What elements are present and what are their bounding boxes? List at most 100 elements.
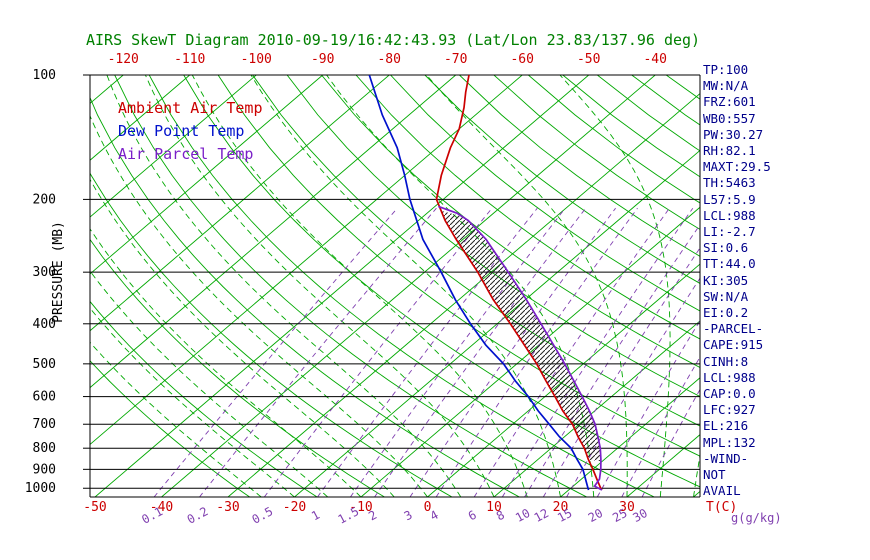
isotherm-0 bbox=[427, 263, 700, 497]
stat-line: LCL:988 bbox=[703, 207, 756, 223]
stat-line: LCL:988 bbox=[703, 369, 756, 385]
mixing-ratio-3 bbox=[409, 207, 616, 497]
mixing-ratio-label: 20 bbox=[586, 506, 605, 525]
mixing-ratio-label: 0.2 bbox=[185, 504, 211, 527]
moist-adiabat-10 bbox=[144, 75, 495, 497]
isotherm-20 bbox=[560, 377, 700, 497]
moist-adiabat--5 bbox=[90, 178, 395, 497]
dry-adiabat-313 bbox=[183, 75, 700, 488]
stat-line: -PARCEL- bbox=[703, 321, 764, 337]
stat-line: WB0:557 bbox=[703, 110, 756, 126]
mixing-ratio-label: 25 bbox=[610, 506, 629, 525]
mixing-ratio-15 bbox=[566, 277, 700, 497]
pressure-tick-label: 200 bbox=[33, 192, 56, 207]
bottom-axis-label: 20 bbox=[553, 500, 569, 515]
mixing-ratio-12 bbox=[542, 247, 700, 497]
moist-adiabat-30 bbox=[426, 75, 628, 497]
mixing-ratio-label: 15 bbox=[555, 506, 574, 525]
isotherm--100 bbox=[90, 75, 257, 218]
mixing-ratio-label: 30 bbox=[631, 506, 650, 525]
curve-air-parcel-temp bbox=[438, 205, 603, 491]
dry-adiabat-303 bbox=[148, 75, 655, 497]
stat-line: SI:0.6 bbox=[703, 240, 749, 256]
stat-line: -WIND- bbox=[703, 450, 749, 466]
stats-panel: TP:100 MW:N/A FRZ:601 WB0:557 PW:30.27 RH:82.… bbox=[703, 62, 771, 499]
moist-adiabat-0 bbox=[90, 114, 428, 497]
mixing-ratio-0.1 bbox=[153, 207, 398, 497]
bottom-axis-label: -30 bbox=[216, 500, 239, 515]
pressure-tick-label: 500 bbox=[33, 357, 56, 372]
dry-adiabat-293 bbox=[114, 75, 588, 497]
mixing-ratio-label: 3 bbox=[402, 508, 415, 524]
stat-line: MPL:132 bbox=[703, 434, 756, 450]
isotherm--20 bbox=[294, 149, 700, 497]
mixing-ratio-label: 6 bbox=[466, 508, 479, 524]
cape-hatch-area bbox=[441, 210, 601, 462]
stat-line: SW:N/A bbox=[703, 288, 749, 304]
isotherm--130 bbox=[0, 75, 57, 497]
mixing-ratio-label: 10 bbox=[513, 506, 532, 525]
dry-adiabat-263 bbox=[90, 238, 385, 497]
moist-adiabat--10 bbox=[90, 228, 362, 497]
isotherm--70 bbox=[90, 75, 457, 389]
sounding-curves bbox=[368, 75, 603, 491]
stat-line: AVAIL bbox=[703, 483, 741, 499]
bottom-axis-label: 30 bbox=[619, 500, 635, 515]
isotherm--80 bbox=[90, 75, 390, 332]
moist-adiabat-15 bbox=[191, 75, 528, 497]
isotherm--50 bbox=[94, 75, 590, 497]
dry-adiabat-383 bbox=[424, 75, 700, 284]
stat-line: EL:216 bbox=[703, 418, 749, 434]
mixing-ratio-label: 4 bbox=[428, 508, 441, 524]
top-axis-label: -40 bbox=[643, 52, 666, 67]
mixing-ratio-10 bbox=[524, 224, 700, 497]
stat-line: EI:0.2 bbox=[703, 305, 749, 321]
cape-area bbox=[441, 210, 601, 462]
dry-adiabat-273 bbox=[90, 172, 453, 497]
legend-item-dewpoint: Dew Point Temp bbox=[118, 122, 245, 140]
legend-item-ambient: Ambient Air Temp bbox=[118, 99, 263, 117]
top-axis-label: -100 bbox=[241, 52, 272, 67]
bottom-axis-label: 10 bbox=[486, 500, 502, 515]
moist-adiabat-5 bbox=[106, 75, 462, 497]
stat-line: FRZ:601 bbox=[703, 94, 756, 110]
dry-adiabat-373 bbox=[390, 75, 700, 312]
stat-line: TT:44.0 bbox=[703, 256, 756, 272]
top-axis-label: -80 bbox=[377, 52, 400, 67]
stat-line: MAXT:29.5 bbox=[703, 159, 771, 175]
isotherm--60 bbox=[90, 75, 523, 446]
moist-adiabat-20 bbox=[250, 75, 561, 497]
mixing-ratio-label: 2 bbox=[366, 508, 379, 524]
stat-line: KI:305 bbox=[703, 272, 749, 288]
mixing-ratio-30 bbox=[641, 388, 700, 497]
pressure-gridlines bbox=[83, 74, 700, 489]
legend-item-parcel: Air Parcel Temp bbox=[118, 145, 254, 163]
moist-adiabat--15 bbox=[90, 270, 329, 497]
mixing-ratio-label: 0.5 bbox=[250, 504, 276, 527]
mixing-ratio-25 bbox=[621, 356, 700, 497]
top-axis-label: -70 bbox=[444, 52, 467, 67]
pressure-tick-label: 400 bbox=[33, 317, 56, 332]
stat-line: TH:5463 bbox=[703, 175, 756, 191]
dry-adiabat-343 bbox=[286, 75, 700, 398]
top-axis-label: -120 bbox=[108, 52, 139, 67]
isotherm--40 bbox=[161, 75, 656, 497]
bottom-axis-label: -50 bbox=[83, 500, 106, 515]
pressure-axis-label: PRESSURE (MB) bbox=[51, 221, 66, 323]
mixing-unit-label: g(g/kg) bbox=[731, 511, 782, 525]
pressure-tick-label: 800 bbox=[33, 441, 56, 456]
pressure-tick-label: 900 bbox=[33, 462, 56, 477]
stat-line: LI:-2.7 bbox=[703, 224, 756, 240]
pressure-tick-label: 600 bbox=[33, 390, 56, 405]
stat-line: NOT bbox=[703, 467, 726, 483]
stat-line: LFC:927 bbox=[703, 402, 756, 418]
bottom-axis-label: -20 bbox=[283, 500, 306, 515]
stat-line: PW:30.27 bbox=[703, 126, 764, 142]
axis-labels: -120 -110 -100 -90 -80 -70 -60 -50 -40-50 -40 -30-… bbox=[25, 52, 782, 527]
dry-adiabat-393 bbox=[459, 75, 700, 257]
dry-adiabat-363 bbox=[355, 75, 700, 340]
isotherm--110 bbox=[90, 75, 191, 161]
moist-adiabat-35 bbox=[559, 75, 671, 497]
